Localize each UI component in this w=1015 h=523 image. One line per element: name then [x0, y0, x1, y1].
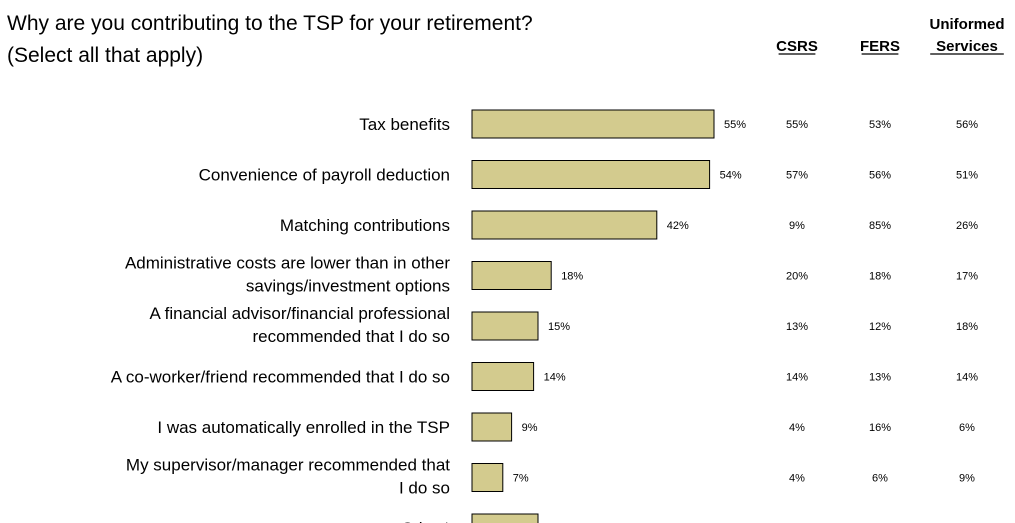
table-cell-5-0: 14%: [786, 372, 808, 384]
category-label-4-line-0: A financial advisor/financial profession…: [149, 304, 450, 323]
chart-title: Why are you contributing to the TSP for …: [7, 12, 533, 35]
table-cell-5-1: 13%: [869, 372, 891, 384]
bar-value-label-6: 9%: [522, 422, 538, 434]
table-cell-6-0: 4%: [789, 422, 805, 434]
table-cell-4-0: 13%: [786, 321, 808, 333]
bar-5: [471, 362, 535, 391]
table-cell-2-0: 9%: [789, 220, 805, 232]
category-label-4-line-1: recommended that I do so: [252, 327, 450, 346]
category-label-1: Convenience of payroll deduction: [199, 166, 450, 185]
category-label-2: Matching contributions: [280, 216, 450, 235]
bar-3: [471, 261, 552, 290]
table-cell-1-2: 51%: [956, 170, 978, 182]
table-cell-1-0: 57%: [786, 170, 808, 182]
column-headers: CSRS FERS Uniformed Services: [776, 16, 1004, 55]
table-cell-1-1: 56%: [869, 170, 891, 182]
category-label-8: Other*: [401, 519, 451, 523]
table-cell-4-2: 18%: [956, 321, 978, 333]
bar-value-label-0: 55%: [724, 119, 746, 131]
bar-value-label-4: 15%: [548, 321, 570, 333]
column-header-1-line-0: FERS: [860, 38, 900, 55]
bar-value-label-3: 18%: [561, 271, 583, 283]
bar-4: [471, 311, 539, 341]
table-cell-3-2: 17%: [956, 271, 978, 283]
table-cell-7-1: 6%: [872, 473, 888, 485]
column-header-0-line-0: CSRS: [776, 38, 818, 55]
table-cell-6-1: 16%: [869, 422, 891, 434]
bar-6: [471, 412, 513, 442]
category-label-5: A co-worker/friend recommended that I do…: [111, 368, 450, 387]
bar-value-label-2: 42%: [667, 220, 689, 232]
table-cell-6-2: 6%: [959, 422, 975, 434]
table-cell-7-0: 4%: [789, 473, 805, 485]
column-header-2-line-1: Services: [936, 38, 998, 55]
table-cell-0-0: 55%: [786, 119, 808, 131]
column-header-2-line-0: Uniformed: [930, 16, 1005, 33]
table-cell-2-2: 26%: [956, 220, 978, 232]
chart-rows: Tax benefits 55% 55% 53% 56% Convenience of p…: [111, 109, 978, 523]
category-label-3-line-0: Administrative costs are lower than in o…: [125, 254, 450, 273]
bar-8: [471, 513, 539, 523]
bar-value-label-1: 54%: [720, 170, 742, 182]
category-label-0: Tax benefits: [359, 115, 450, 134]
table-cell-0-1: 53%: [869, 119, 891, 131]
bar-value-label-7: 7%: [513, 473, 529, 485]
table-cell-4-1: 12%: [869, 321, 891, 333]
bar-2: [471, 210, 658, 240]
table-cell-2-1: 85%: [869, 220, 891, 232]
category-label-6: I was automatically enrolled in the TSP: [157, 418, 450, 437]
bar-value-label-5: 14%: [544, 372, 566, 384]
table-cell-3-0: 20%: [786, 271, 808, 283]
table-cell-0-2: 56%: [956, 119, 978, 131]
bar-0: [471, 109, 715, 139]
bar-1: [471, 160, 711, 189]
table-cell-7-2: 9%: [959, 473, 975, 485]
category-label-3-line-1: savings/investment options: [246, 277, 450, 296]
bar-7: [471, 463, 504, 492]
chart-subtitle: (Select all that apply): [7, 44, 203, 67]
category-label-7-line-1: I do so: [399, 479, 450, 498]
table-cell-5-2: 14%: [956, 372, 978, 384]
category-label-7-line-0: My supervisor/manager recommended that: [126, 456, 450, 475]
table-cell-3-1: 18%: [869, 271, 891, 283]
